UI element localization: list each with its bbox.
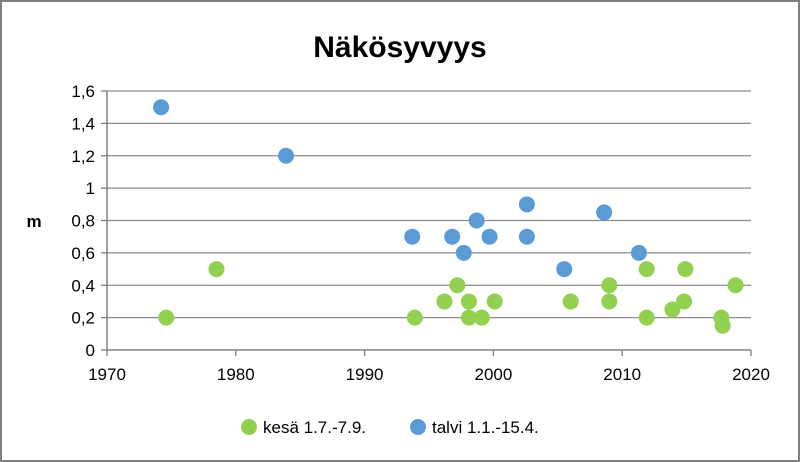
- tick-labels: 0 0,2 0,4 0,6 0,8 1 1,2 1,4 1,6 1970 1980 1990 2000 2…: [71, 82, 770, 384]
- x-tick-label: 2010: [603, 365, 641, 384]
- y-tick-label: 0: [86, 341, 95, 360]
- summer-data-point: [208, 261, 225, 278]
- summer-data-point: [601, 293, 618, 310]
- x-tick-label: 1970: [88, 365, 126, 384]
- summer-data-point: [638, 309, 655, 326]
- y-tick-label: 0,8: [71, 212, 95, 231]
- y-tick-label: 1,2: [71, 147, 95, 166]
- gridlines: [107, 90, 751, 319]
- legend-label: kesä 1.7.-7.9.: [263, 418, 366, 437]
- axes: [101, 90, 752, 356]
- x-tick-label: 2000: [474, 365, 512, 384]
- x-tick-label: 1980: [217, 365, 255, 384]
- winter-data-point: [518, 196, 535, 213]
- winter-data-point: [278, 147, 295, 164]
- x-tick-label: 2020: [732, 365, 770, 384]
- summer-data-point: [638, 261, 655, 278]
- winter-data-point: [481, 228, 498, 245]
- winter-data-point: [468, 212, 485, 229]
- legend-label: talvi 1.1.-15.4.: [432, 418, 539, 437]
- winter-data-point: [455, 244, 472, 261]
- summer-data-point: [562, 293, 579, 310]
- legend-marker: [241, 419, 257, 435]
- summer-data-point: [486, 293, 503, 310]
- winter-data-point: [556, 261, 573, 278]
- summer-data-point: [727, 277, 744, 294]
- winter-data-point: [630, 244, 647, 261]
- x-tick-label: 1990: [346, 365, 384, 384]
- summer-data-point: [601, 277, 618, 294]
- winter-data-point: [404, 228, 421, 245]
- summer-data-point: [473, 309, 490, 326]
- chart-title: Näkösyvyys: [313, 31, 486, 64]
- winter-data-point: [153, 99, 170, 116]
- summer-data-point: [676, 293, 693, 310]
- y-tick-label: 1,4: [71, 114, 95, 133]
- winter-data-point: [596, 204, 613, 221]
- summer-data-point: [436, 293, 453, 310]
- y-tick-label: 1,6: [71, 82, 95, 101]
- summer-data-point: [449, 277, 466, 294]
- winter-data-point: [444, 228, 461, 245]
- summer-data-point: [664, 301, 681, 318]
- summer-data-point: [677, 261, 694, 278]
- data-points: [153, 99, 744, 334]
- winter-data-point: [518, 228, 535, 245]
- y-tick-label: 0,6: [71, 244, 95, 263]
- legend-marker: [410, 419, 426, 435]
- summer-data-point: [460, 293, 477, 310]
- summer-data-point: [460, 309, 477, 326]
- y-tick-label: 0,4: [71, 276, 95, 295]
- y-axis-label: m: [26, 212, 41, 231]
- summer-data-point: [406, 309, 423, 326]
- summer-data-point: [714, 317, 731, 334]
- y-tick-label: 0,2: [71, 309, 95, 328]
- y-tick-label: 1: [86, 179, 95, 198]
- summer-data-point: [158, 309, 175, 326]
- legend: kesä 1.7.-7.9. talvi 1.1.-15.4.: [241, 418, 539, 437]
